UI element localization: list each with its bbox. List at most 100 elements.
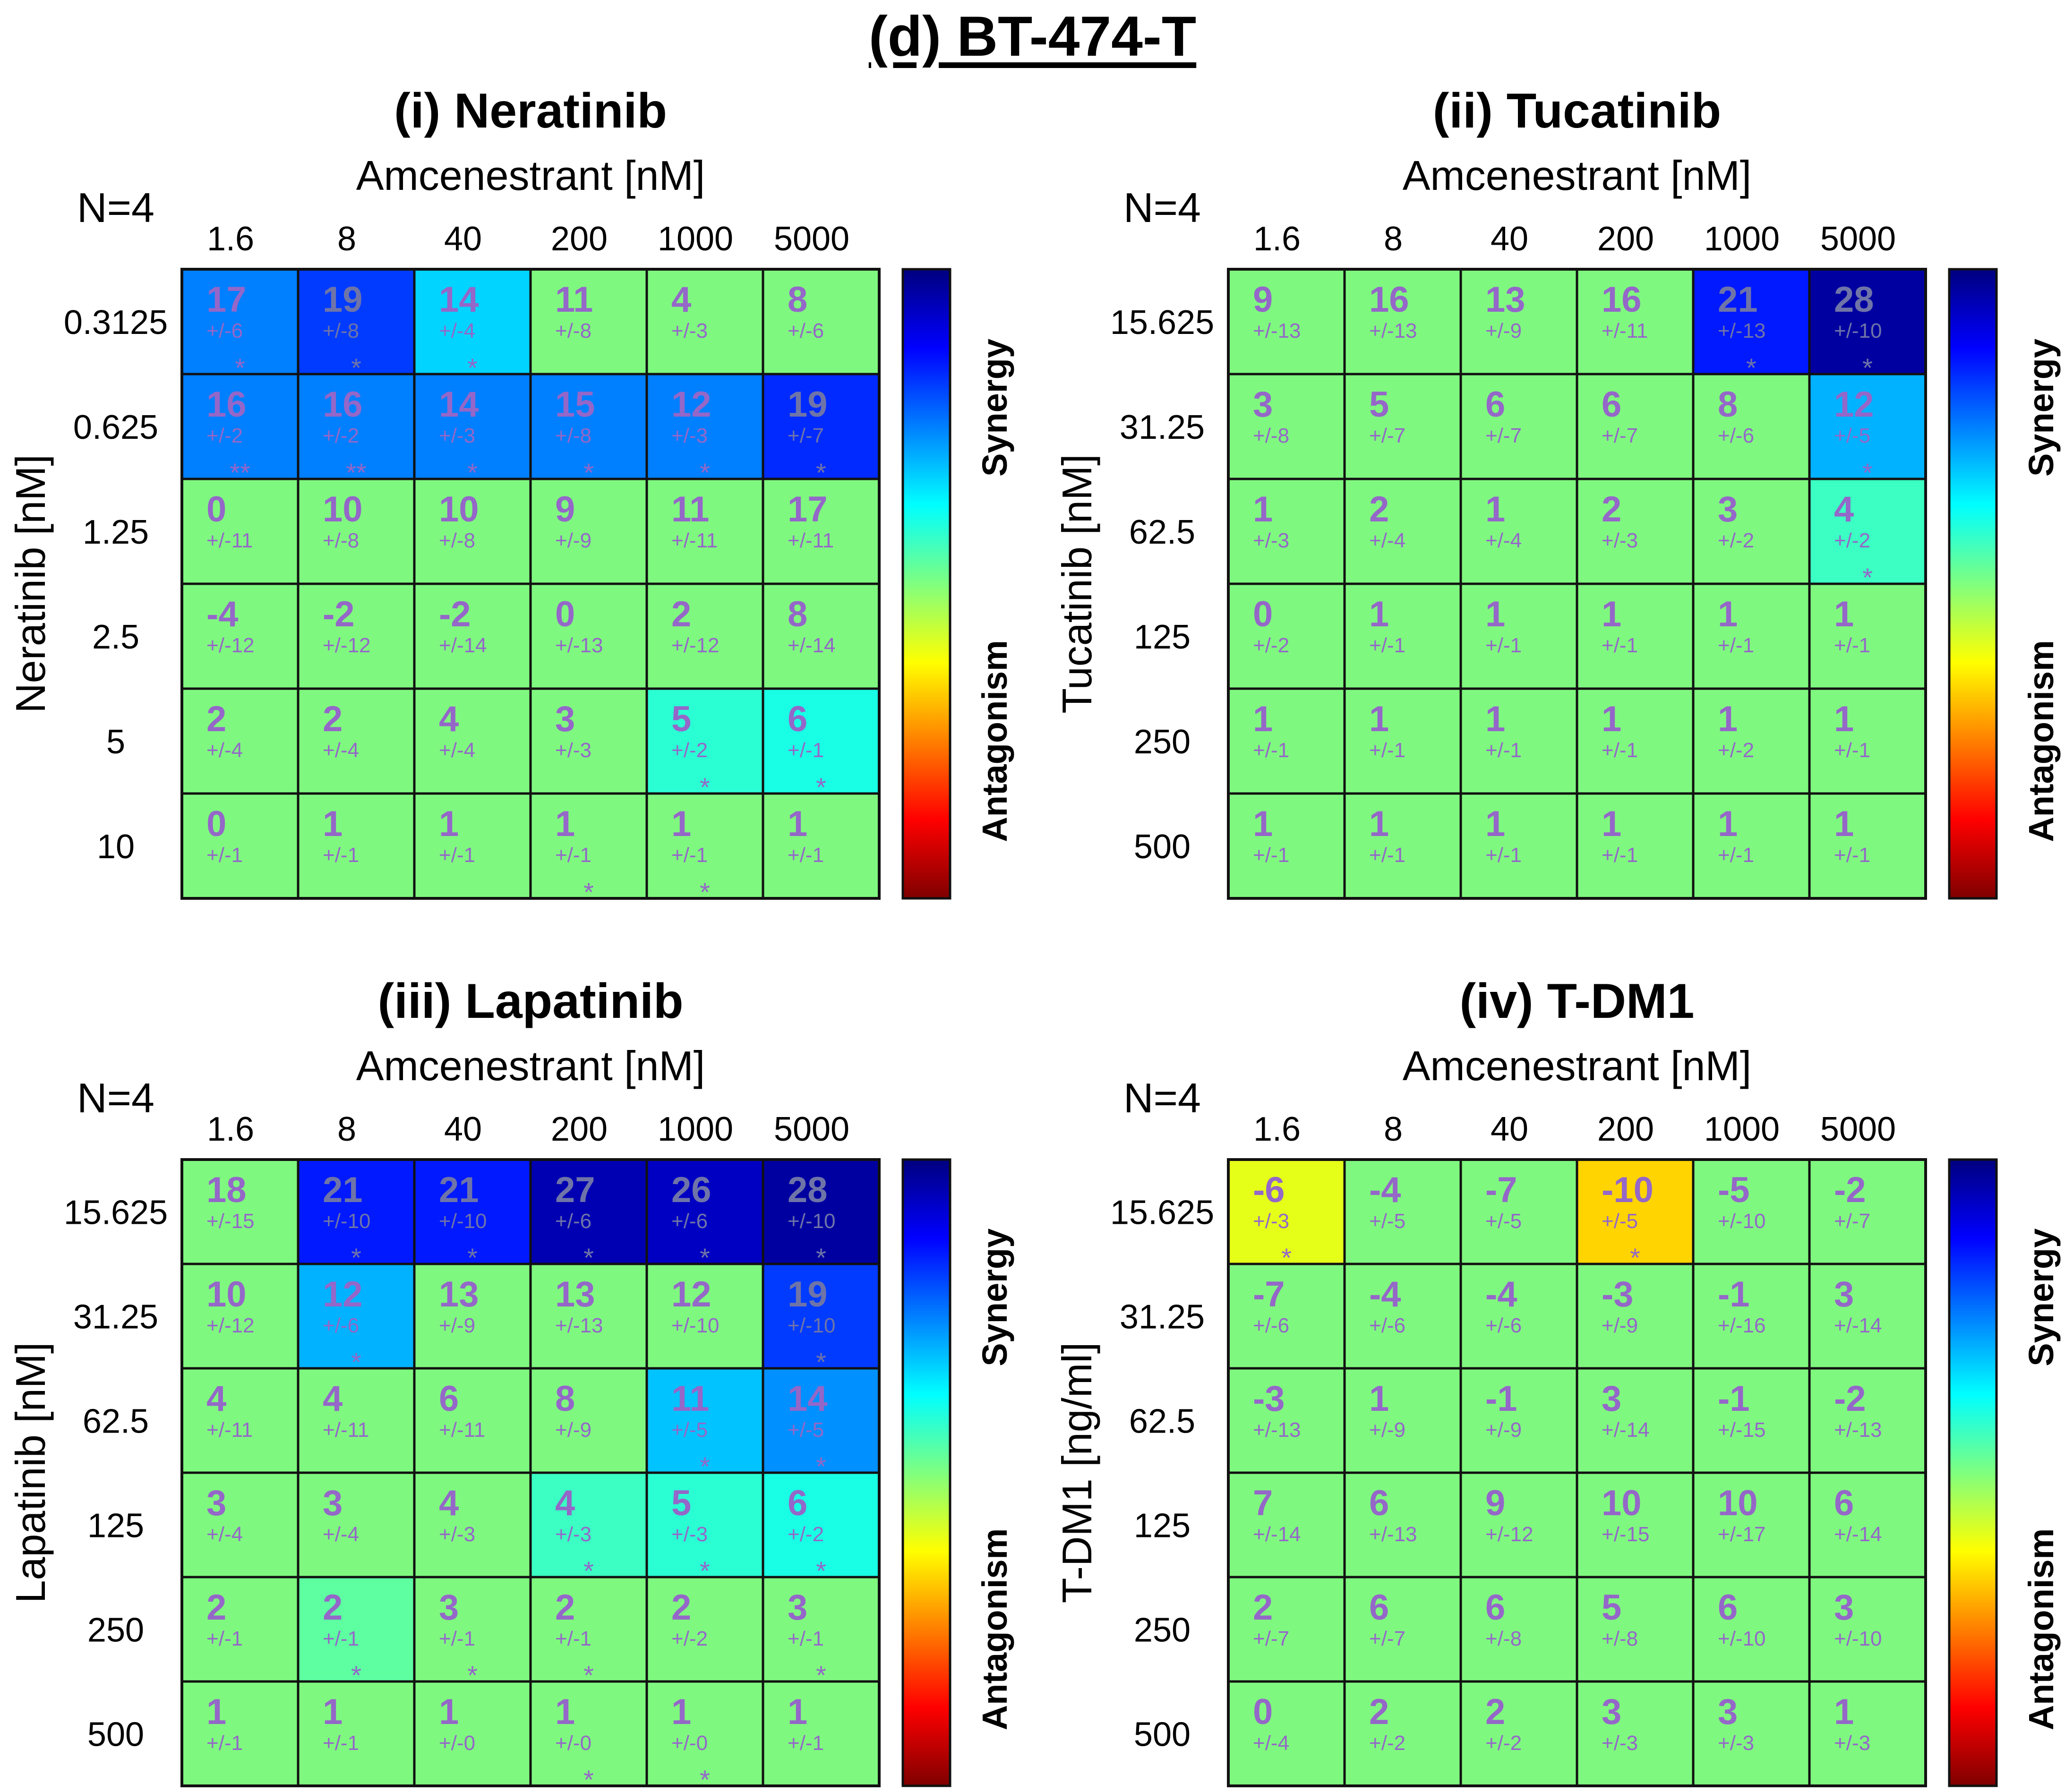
heatmap-cell — [1576, 1471, 1695, 1579]
heatmap-cell — [413, 1471, 532, 1579]
cell-error: +/-2 — [1253, 634, 1289, 657]
x-tick-label: 5000 — [774, 1110, 849, 1148]
cell-value: -4 — [1485, 1274, 1517, 1314]
panel-title: (i) Neratinib — [394, 84, 667, 138]
cell-error: +/-3 — [1253, 529, 1289, 552]
cell-value: 11 — [671, 489, 709, 529]
cell-value: 4 — [671, 280, 691, 320]
x-tick-label: 40 — [1491, 1110, 1528, 1148]
cell-error: +/-2 — [1369, 1732, 1405, 1755]
heatmap-cell — [297, 1471, 416, 1579]
cell-value: 1 — [1485, 699, 1505, 739]
cell-error: +/-8 — [555, 319, 591, 342]
cell-value: 1 — [1369, 804, 1389, 844]
cell-value: 9 — [1485, 1483, 1505, 1523]
cell-value: 2 — [555, 1587, 575, 1628]
cell-value: 17 — [206, 280, 247, 320]
heatmap-cell — [1459, 1263, 1578, 1370]
cell-error: +/-9 — [555, 529, 591, 552]
heatmap-cell — [180, 1576, 300, 1683]
cell-value: -2 — [323, 594, 355, 634]
cell-error: +/-9 — [1485, 1418, 1522, 1442]
heatmap-cell — [1227, 1680, 1346, 1787]
cell-value: 6 — [1718, 1587, 1738, 1628]
cell-error: +/-4 — [439, 319, 475, 342]
cell-error: +/-7 — [1485, 424, 1522, 447]
cell-value: 0 — [206, 804, 226, 844]
heatmap-cell — [180, 268, 300, 375]
cell-value: 11 — [671, 1379, 709, 1419]
heatmap-cell — [1459, 268, 1578, 375]
cell-significance: * — [583, 1765, 594, 1792]
cell-value: 14 — [439, 384, 479, 425]
heatmap-cell — [180, 373, 300, 480]
cell-value: 1 — [1253, 804, 1273, 844]
cell-value: 10 — [439, 489, 479, 529]
cell-value: 12 — [671, 1274, 711, 1314]
heatmap-cell — [1343, 687, 1462, 795]
cell-error: +/-0 — [439, 1732, 475, 1755]
cell-error: +/-3 — [439, 1523, 475, 1546]
cell-error: +/-1 — [1369, 634, 1405, 657]
cell-error: +/-14 — [439, 634, 487, 657]
heatmap-cell — [1343, 1158, 1462, 1265]
heatmap-cell — [762, 1367, 881, 1474]
y-tick-label: 5 — [106, 723, 125, 761]
cell-value: -10 — [1602, 1170, 1654, 1210]
x-tick-label: 8 — [1384, 220, 1403, 258]
colorbar-synergy-label: Synergy — [975, 1229, 1014, 1366]
y-tick-label: 62.5 — [83, 1403, 149, 1441]
cell-error: +/-2 — [206, 424, 243, 447]
x-tick-label: 40 — [444, 220, 482, 258]
cell-error: +/-2 — [1834, 529, 1870, 552]
cell-value: -3 — [1253, 1379, 1285, 1419]
x-axis-label: Amcenestrant [nM] — [356, 1042, 705, 1089]
x-tick-label: 8 — [337, 1110, 356, 1148]
cell-error: +/-8 — [1485, 1627, 1522, 1650]
cell-error: +/-3 — [555, 1523, 591, 1546]
n-label: N=4 — [77, 1075, 154, 1121]
y-axis-label: T-DM1 [ng/ml] — [1054, 1342, 1100, 1604]
cell-error: +/-3 — [1834, 1732, 1870, 1755]
cell-error: +/-4 — [1369, 529, 1405, 552]
cell-value: 4 — [323, 1379, 343, 1419]
cell-error: +/-1 — [1834, 739, 1870, 762]
cell-error: +/-1 — [1485, 739, 1522, 762]
cell-error: +/-14 — [1602, 1418, 1650, 1442]
cell-value: 28 — [788, 1170, 828, 1210]
cell-error: +/-13 — [555, 1314, 603, 1337]
heatmap-cell — [1576, 792, 1695, 900]
cell-value: 2 — [1485, 1692, 1505, 1732]
x-tick-label: 5000 — [774, 220, 849, 258]
x-tick-label: 1000 — [658, 1110, 733, 1148]
cell-error: +/-13 — [1369, 319, 1417, 342]
cell-value: 1 — [206, 1692, 226, 1732]
x-tick-label: 200 — [1597, 1110, 1654, 1148]
heatmap-cell — [1692, 1263, 1811, 1370]
cell-error: +/-9 — [1602, 1314, 1638, 1337]
cell-value: 3 — [1253, 384, 1273, 425]
heatmap-frame — [1227, 268, 1927, 900]
cell-value: 2 — [1253, 1587, 1273, 1628]
cell-error: +/-8 — [439, 529, 475, 552]
cell-error: +/-2 — [671, 1627, 708, 1650]
heatmap-cell — [1459, 1576, 1578, 1683]
cell-error: +/-2 — [788, 1523, 824, 1546]
cell-value: -7 — [1485, 1170, 1517, 1210]
cell-value: 1 — [1369, 1379, 1389, 1419]
heatmap-cell — [1808, 1367, 1927, 1474]
cell-value: 1 — [1834, 804, 1854, 844]
cell-value: 1 — [1718, 699, 1738, 739]
heatmap-cell — [1576, 268, 1695, 375]
cell-error: +/-8 — [323, 529, 359, 552]
cell-value: 0 — [1253, 1692, 1273, 1732]
cell-error: +/-1 — [788, 739, 824, 762]
colorbar-antagonism-label: Antagonism — [975, 1528, 1014, 1731]
cell-error: +/-12 — [671, 634, 720, 657]
cell-error: +/-2 — [323, 424, 359, 447]
cell-value: 12 — [323, 1274, 363, 1314]
cell-error: +/-1 — [1834, 634, 1870, 657]
x-tick-label: 200 — [1597, 220, 1654, 258]
panel-title: (iv) T-DM1 — [1460, 974, 1695, 1029]
cell-value: 27 — [555, 1170, 595, 1210]
